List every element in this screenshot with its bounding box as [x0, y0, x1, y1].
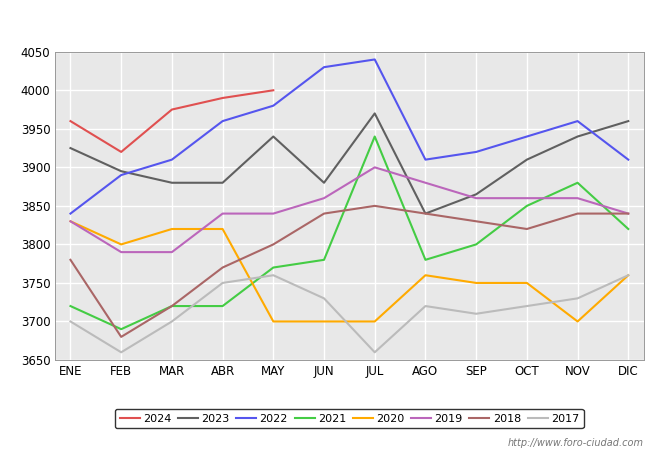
Text: http://www.foro-ciudad.com: http://www.foro-ciudad.com — [508, 438, 644, 448]
Legend: 2024, 2023, 2022, 2021, 2020, 2019, 2018, 2017: 2024, 2023, 2022, 2021, 2020, 2019, 2018… — [115, 409, 584, 428]
Text: Afiliados en La Seu d'Urgell a 31/5/2024: Afiliados en La Seu d'Urgell a 31/5/2024 — [138, 14, 512, 33]
